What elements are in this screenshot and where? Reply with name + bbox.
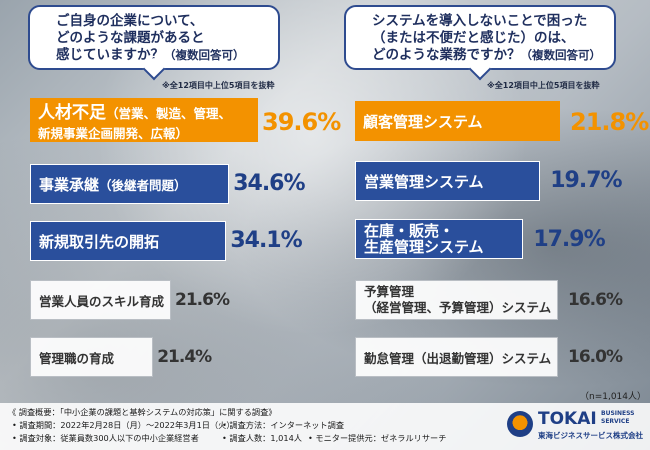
left-question-line-2: どのような課題があると	[56, 30, 205, 46]
logo-tag-1: BUSINESS	[601, 410, 635, 417]
left-question-line-3: 感じていますか？	[56, 47, 164, 63]
left-note: ※全12項目中上位5項目を抜粋	[162, 81, 275, 90]
left-bar-4-value: 21.6%	[175, 290, 230, 310]
left-question-suffix: （複数回答可）	[164, 48, 245, 62]
right-bar-5: 勤怠管理（出退勤管理）システム	[355, 337, 558, 377]
right-bar-4-value: 16.6%	[568, 290, 623, 310]
right-bar-1-value: 21.8%	[570, 108, 649, 136]
right-bar-2-main: 営業管理システム	[364, 172, 484, 191]
left-bar-2-sub: （後継者問題）	[99, 177, 187, 193]
right-question-suffix: （複数回答可）	[520, 48, 602, 62]
sample-size: （n=1,014人）	[580, 392, 647, 402]
footer-period: • 調査期間：2022年2月28日（月）～2022年3月1日（火）	[12, 420, 235, 430]
right-bar-3-value: 17.9%	[533, 227, 605, 252]
left-bar-2-value: 34.6%	[233, 171, 305, 196]
footer-monitor: • モニター提供元：ゼネラルリサーチ	[308, 433, 447, 443]
footer-method: • 調査方法：インターネット調査	[222, 420, 345, 430]
company-logo-icon	[507, 411, 533, 437]
right-bar-4-line2: （経営管理、予算管理）システム	[364, 300, 552, 315]
right-bar-1-main: 顧客管理システム	[363, 112, 483, 131]
logo-name: TOKAI	[538, 409, 597, 429]
left-bar-5-main: 管理職の育成	[39, 350, 115, 366]
right-bar-3-line2: 生産管理システム	[364, 238, 484, 256]
right-note: ※全12項目中上位5項目を抜粋	[487, 81, 600, 90]
left-bar-1-value: 39.6%	[262, 108, 341, 136]
footer-title: 《 調査概要：「中小企業の課題と基幹システムの対応策」に関する調査》	[8, 407, 277, 417]
left-bar-4: 営業人員のスキル育成	[30, 280, 171, 320]
right-question-line-3: どのような業務ですか？	[372, 47, 521, 63]
right-bar-3-line1: 在庫・販売・	[364, 222, 455, 240]
left-bar-4-main: 営業人員のスキル育成	[39, 293, 165, 309]
footer-target: • 調査対象：従業員数300人以下の中小企業経営者	[12, 433, 199, 443]
right-bar-5-main: 勤怠管理（出退勤管理）システム	[364, 350, 552, 366]
right-question-bubble: システムを導入しないことで困った （または不便だと感じた）のは、 どのような業務…	[344, 5, 616, 70]
left-bar-1: 人材不足（営業、製造、管理、 新規事業企画開発、広報）	[30, 98, 258, 142]
right-bar-2-value: 19.7%	[550, 168, 622, 193]
left-bar-1-main: 人材不足	[38, 103, 106, 123]
footer-count: • 調査人数：1,014人	[222, 433, 302, 443]
left-bar-2-main: 事業承継	[39, 175, 100, 194]
right-bar-5-value: 16.0%	[568, 347, 623, 367]
left-question-bubble: ご自身の企業について、 どのような課題があると 感じていますか？（複数回答可）	[28, 5, 280, 70]
survey-footer: 《 調査概要：「中小企業の課題と基幹システムの対応策」に関する調査》 • 調査期…	[0, 403, 650, 450]
left-bar-3-main: 新規取引先の開拓	[39, 232, 160, 251]
logo-tag-2: SERVICE	[601, 418, 630, 425]
right-question-line-1: システムを導入しないことで困った	[372, 13, 588, 29]
left-bar-5: 管理職の育成	[30, 337, 154, 377]
left-question-line-1: ご自身の企業について、	[56, 13, 204, 29]
left-bar-3: 新規取引先の開拓	[30, 221, 227, 261]
left-bar-3-value: 34.1%	[230, 228, 302, 253]
left-bar-5-value: 21.4%	[157, 347, 212, 367]
logo-company: 東海ビジネスサービス株式会社	[538, 431, 643, 440]
right-bar-2: 営業管理システム	[355, 161, 541, 201]
right-bar-4: 予算管理 （経営管理、予算管理）システム	[355, 280, 558, 320]
right-bar-1: 顧客管理システム	[355, 101, 560, 141]
left-bar-1-sub: （営業、製造、管理、	[106, 106, 232, 121]
left-bar-2: 事業承継 （後継者問題）	[30, 164, 230, 204]
left-bar-1-sub2: 新規事業企画開発、広報）	[38, 126, 189, 141]
right-question-line-2: （または不便だと感じた）のは、	[372, 30, 575, 46]
right-bar-4-line1: 予算管理	[364, 284, 415, 299]
right-bar-3: 在庫・販売・ 生産管理システム	[355, 219, 524, 259]
